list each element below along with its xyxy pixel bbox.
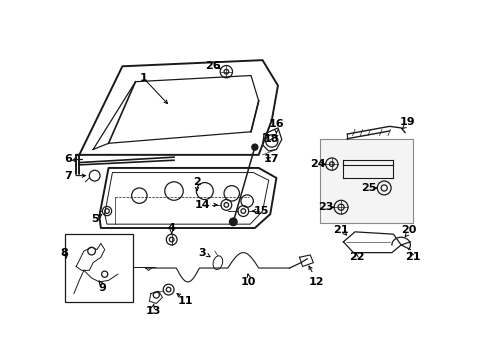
Text: 15: 15 xyxy=(253,206,268,216)
Text: 25: 25 xyxy=(360,183,376,193)
FancyBboxPatch shape xyxy=(65,234,133,302)
Text: 22: 22 xyxy=(348,252,364,262)
Text: 18: 18 xyxy=(264,134,279,144)
Text: 14: 14 xyxy=(194,200,210,210)
Text: 1: 1 xyxy=(139,73,147,83)
Text: 23: 23 xyxy=(317,202,333,212)
Text: 21: 21 xyxy=(333,225,348,235)
Text: 2: 2 xyxy=(193,177,201,187)
Text: 20: 20 xyxy=(400,225,416,235)
Circle shape xyxy=(229,218,237,226)
Text: 13: 13 xyxy=(145,306,161,316)
Circle shape xyxy=(251,144,257,150)
Text: 17: 17 xyxy=(264,154,279,164)
Text: 16: 16 xyxy=(268,119,284,129)
Text: 24: 24 xyxy=(309,159,325,169)
Text: 8: 8 xyxy=(60,248,68,258)
Text: 4: 4 xyxy=(167,223,175,233)
FancyBboxPatch shape xyxy=(320,139,412,222)
Text: 9: 9 xyxy=(98,283,106,293)
Text: 26: 26 xyxy=(204,61,220,71)
Text: 5: 5 xyxy=(91,214,98,224)
Text: 7: 7 xyxy=(64,171,72,181)
Text: 12: 12 xyxy=(308,277,324,287)
Text: 11: 11 xyxy=(178,296,193,306)
Text: 19: 19 xyxy=(399,117,414,127)
Text: 6: 6 xyxy=(64,154,72,164)
Text: 10: 10 xyxy=(241,277,256,287)
Text: 3: 3 xyxy=(198,248,206,258)
Text: 21: 21 xyxy=(404,252,420,262)
